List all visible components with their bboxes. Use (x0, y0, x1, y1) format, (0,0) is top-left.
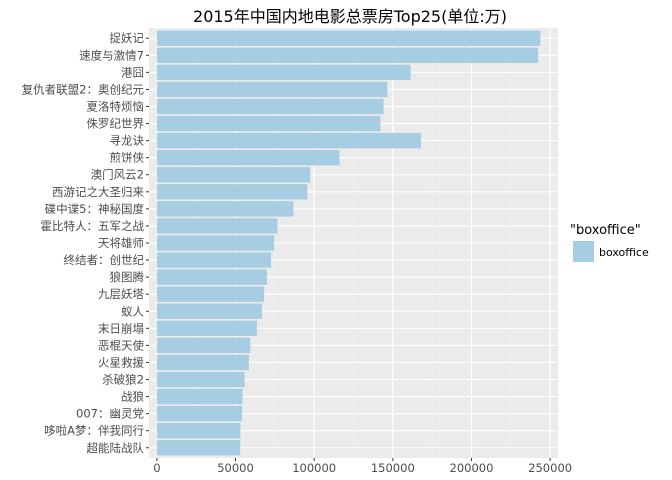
y-tick-label: 哆啦A梦：伴我同行 (44, 424, 144, 438)
bar (156, 286, 265, 302)
y-tick-label: 复仇者联盟2：奥创纪元 (22, 82, 145, 96)
legend-label: boxoffice (599, 246, 649, 259)
bar (156, 423, 241, 439)
bar (156, 132, 421, 149)
bar (156, 30, 541, 46)
bar (156, 320, 257, 336)
bar (156, 405, 242, 422)
y-tick-label: 超能陆战队 (87, 441, 145, 455)
x-tick-label: 100000 (292, 461, 336, 475)
chart-title: 2015年中国内地电影总票房Top25(单位:万) (193, 7, 507, 26)
y-tick-label: 捉妖记 (110, 31, 145, 45)
y-tick-label: 霍比特人：五军之战 (41, 219, 145, 233)
bar (156, 388, 243, 405)
legend: "boxoffice" boxoffice (570, 223, 649, 262)
y-tick-label: 天将雄师 (98, 236, 144, 250)
bar (156, 337, 251, 354)
y-tick-label: 澳门风云2 (91, 168, 144, 182)
y-tick-label: 九层妖塔 (98, 287, 144, 301)
bar (156, 115, 381, 132)
bar (156, 150, 340, 166)
y-tick-label: 侏罗纪世界 (87, 117, 145, 131)
y-tick-label: 煎饼侠 (110, 151, 145, 165)
y-tick-label: 寻龙诀 (110, 134, 145, 148)
bar (156, 354, 249, 371)
x-axis-labels: 0 50000 100000 150000 200000 250000 (153, 458, 572, 475)
y-tick-label: 夏洛特烦恼 (87, 99, 145, 113)
bar (156, 303, 262, 319)
y-tick-label: 末日崩塌 (98, 321, 144, 335)
legend-title: "boxoffice" (570, 223, 641, 238)
bar (156, 218, 278, 234)
bar (156, 371, 245, 388)
x-tick-label: 250000 (528, 461, 572, 475)
y-tick-label: 火星救援 (98, 355, 144, 369)
bar (156, 64, 411, 81)
bar (156, 252, 272, 268)
y-tick-label: 终结者：创世纪 (64, 253, 145, 267)
bar (156, 440, 241, 456)
bar (156, 184, 308, 200)
y-tick-label: 西游记之大圣归来 (52, 185, 144, 199)
bar (156, 47, 539, 63)
y-tick-label: 碟中谍5：神秘国度 (45, 202, 145, 216)
y-tick-label: 速度与激情7 (79, 48, 144, 62)
x-tick-label: 150000 (371, 461, 415, 475)
y-tick-label: 港囧 (121, 65, 144, 79)
y-tick-label: 战狼 (121, 390, 144, 404)
bars (156, 30, 541, 456)
y-tick-label: 恶棍天使 (98, 338, 144, 352)
x-tick-label: 0 (153, 461, 160, 475)
bar (156, 269, 267, 285)
x-tick-label: 50000 (217, 461, 254, 475)
y-tick-label: 杀破狼2 (102, 373, 144, 387)
x-tick-label: 200000 (450, 461, 494, 475)
y-tick-label: 007：幽灵党 (76, 407, 144, 421)
y-tick-label: 蚁人 (121, 304, 144, 318)
legend-key (573, 241, 594, 262)
y-tick-label: 狼图腾 (110, 270, 145, 284)
bar (156, 235, 275, 251)
bar (156, 201, 294, 217)
bar (156, 98, 384, 115)
bar (156, 167, 311, 183)
bar (156, 81, 388, 98)
